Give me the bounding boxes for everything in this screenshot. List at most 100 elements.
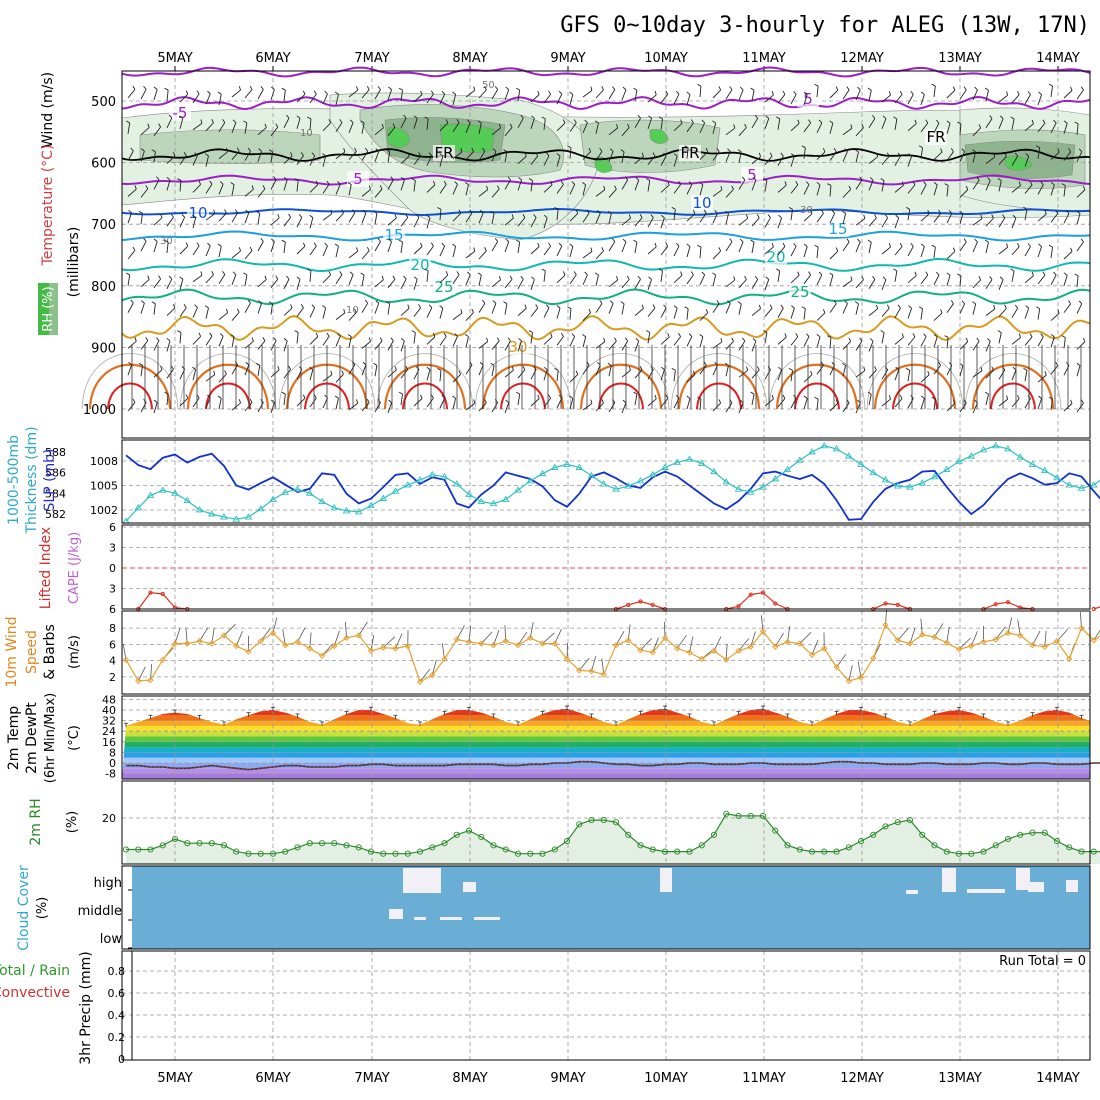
wind-barb-flag [1076, 210, 1081, 214]
wind-barb [907, 336, 916, 346]
wind-barb-flag [360, 120, 365, 124]
wind-barb [231, 184, 235, 196]
wind-barb-flag [217, 395, 222, 399]
date-label-top: 14MAY [1036, 51, 1080, 66]
wind-barb [530, 332, 533, 344]
wind-barb [972, 89, 978, 101]
wind-barb-flag [1031, 119, 1034, 124]
wind-barb-flag [616, 276, 619, 281]
wind-barb [647, 94, 657, 103]
wind-barb-flag [808, 271, 812, 276]
wind-barb [946, 90, 956, 99]
isoline-label: 10 [188, 204, 207, 222]
wind-barb-flag [494, 86, 499, 90]
wind-barb [699, 312, 709, 321]
wind-barb-flag [537, 90, 540, 95]
wind-barb-flag [665, 90, 669, 95]
thickness-point [465, 490, 473, 497]
wind-barb-flag [573, 271, 577, 276]
wind-barb [257, 303, 263, 314]
rh-point [931, 842, 938, 849]
wind-barb [673, 245, 680, 257]
wind-barb [582, 364, 590, 375]
wind-barb-flag [912, 333, 916, 338]
wind-barb-flag [143, 237, 147, 242]
isotherm-line [121, 230, 1091, 242]
wind-barb-flag [675, 90, 680, 95]
thickness-point [318, 497, 326, 505]
date-label-bottom: 6MAY [255, 1071, 290, 1086]
li-tick: 6 [109, 521, 116, 534]
wind-barb-flag [337, 181, 341, 185]
wind-barb [335, 398, 339, 410]
wind-barb-flag [1076, 362, 1081, 366]
thickness-point [746, 488, 755, 495]
rh-point [159, 842, 166, 849]
wind-barb-flag [1040, 333, 1044, 338]
rh-point [135, 846, 142, 853]
wind-barb-flag [245, 209, 250, 214]
wind-barb-flag [716, 147, 720, 152]
wind-barb-flag [788, 367, 793, 371]
wind-barb-flag [541, 116, 546, 120]
wind-barb [1093, 629, 1100, 641]
wind-point [992, 636, 999, 643]
wind-barb [972, 241, 978, 253]
wind-barb-flag [827, 183, 832, 186]
rh-point [955, 850, 963, 857]
thickness-point [881, 476, 890, 483]
wind-barb [137, 666, 146, 682]
wind-barb [803, 122, 811, 133]
wind-barb-flag [961, 300, 965, 304]
wind-barb [881, 118, 887, 129]
wind-barb [491, 151, 497, 162]
wind-barb-flag [428, 304, 433, 309]
wind-barb-flag [639, 214, 643, 218]
wind-barb-flag [234, 209, 239, 214]
wind-barb-flag [859, 337, 863, 342]
li-point [1005, 600, 1011, 605]
wind-barb-flag [801, 306, 806, 310]
wind-barb [1050, 122, 1057, 134]
freezing-line [121, 148, 1091, 162]
wind-barb [127, 212, 133, 224]
wind-barb-flag [884, 366, 889, 371]
thickness-point [1016, 453, 1025, 460]
wind-barb [374, 127, 384, 136]
wind-barb-flag [349, 271, 354, 275]
wind-barb-flag [963, 86, 967, 91]
wind-barb [578, 657, 590, 671]
wind-barb-flag [810, 370, 813, 375]
wind-barb-flag [394, 366, 397, 371]
wind-barb-flag [509, 275, 513, 280]
wind-barb [855, 279, 864, 289]
wind-barb [374, 188, 383, 198]
wind-barb [647, 217, 654, 228]
wind-barb-flag [810, 209, 813, 214]
wind-barb [998, 180, 1002, 192]
wind-barb-flag [686, 243, 691, 247]
wind-barb-flag [1004, 304, 1007, 309]
wind-barb-flag [628, 214, 631, 219]
wind-barb [621, 303, 625, 315]
wind-barb-flag [635, 177, 640, 181]
wind-barb [1024, 94, 1031, 105]
wind-barb [140, 365, 143, 377]
wind-barb [582, 212, 590, 223]
wind-barb-flag [724, 210, 729, 214]
wind-barb [972, 127, 981, 137]
wind-barb-flag [390, 337, 394, 342]
upper-panel-frame [121, 70, 1091, 439]
wind-barb [153, 89, 158, 101]
wind-barb-flag [720, 185, 723, 191]
wind-barb-flag [441, 242, 445, 247]
wind-barb [478, 364, 484, 376]
wind-barb-flag [366, 398, 370, 403]
pressure-tick-label: 500 [91, 95, 116, 110]
isoline-label: 15 [828, 220, 847, 238]
wind-barb-flag [1053, 271, 1057, 276]
thickness-point [293, 485, 302, 492]
wind-axis-label-2: Speed [24, 630, 40, 674]
wind-barb-flag [268, 301, 273, 305]
thickness-point [452, 480, 461, 487]
